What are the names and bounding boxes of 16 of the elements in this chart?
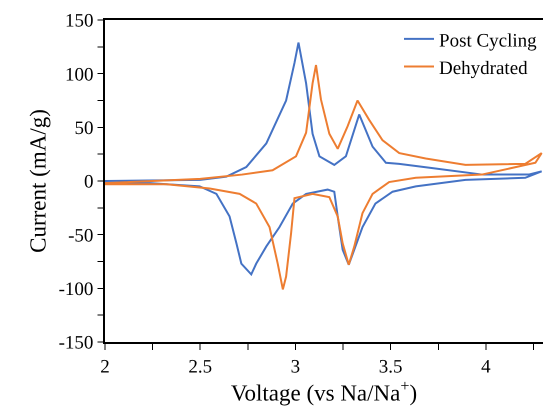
x-axis-title: Voltage (vs Na/Na$^{+}$) xyxy=(230,378,418,406)
legend-label: Dehydrated xyxy=(439,58,528,79)
x-tick-label: 2 xyxy=(100,356,110,378)
y-tick-label: -150 xyxy=(58,332,94,354)
y-tick-label: 150 xyxy=(64,10,94,32)
x-tick-label: 3 xyxy=(290,356,300,378)
legend-label: Post Cycling xyxy=(439,30,538,52)
y-axis-title: Current (mA/g) xyxy=(26,109,51,253)
y-tick-label: 100 xyxy=(64,64,94,86)
x-tick-label: 3.5 xyxy=(378,356,403,378)
y-tick-label: 0 xyxy=(84,172,94,193)
x-tick-label: 4 xyxy=(481,356,492,378)
y-tick-label: -100 xyxy=(58,278,94,300)
y-tick-label: 50 xyxy=(74,118,94,139)
y-tick-label: -50 xyxy=(68,225,94,246)
x-tick-label: 2.5 xyxy=(188,356,212,378)
